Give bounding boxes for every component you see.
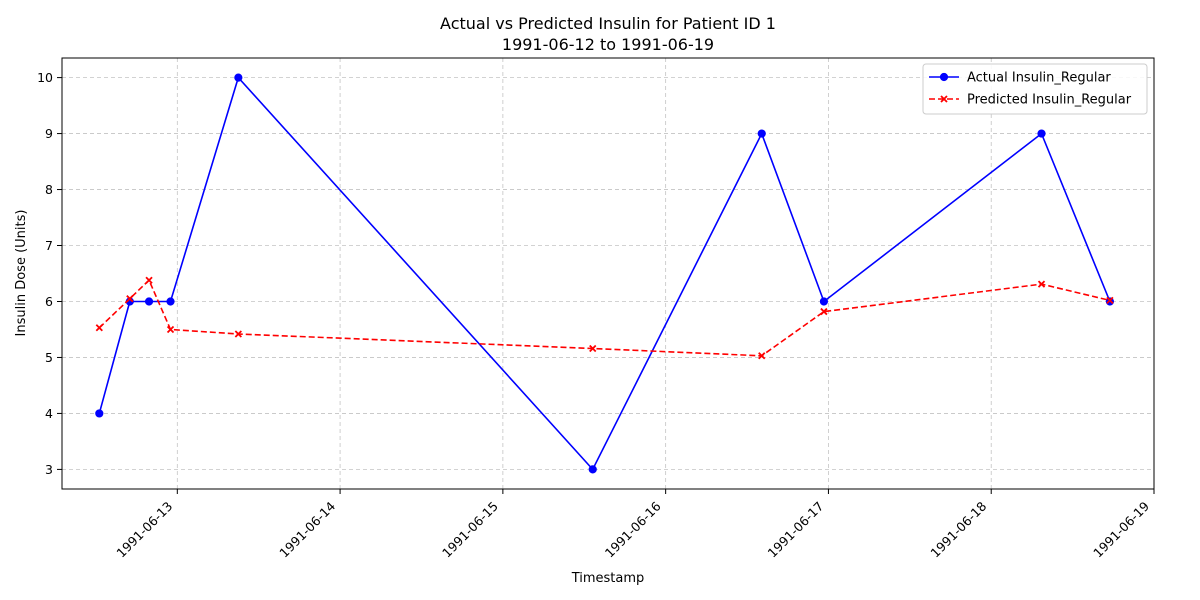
x-axis: 1991-06-13 1991-06-14 1991-06-15 1991-06-16… (113, 489, 1155, 561)
chart-title: Actual vs Predicted Insulin for Patient … (440, 14, 776, 33)
legend-label: Actual Insulin_Regular (967, 71, 1111, 86)
series-line (98, 76, 1111, 471)
data-point (145, 276, 153, 284)
data-point (166, 297, 175, 306)
y-tick-label: 5 (45, 350, 53, 365)
data-point (1037, 129, 1046, 138)
legend-item: Actual Insulin_Regular (929, 71, 1111, 86)
y-tick-label: 6 (45, 294, 53, 309)
y-tick-label: 8 (45, 182, 53, 197)
data-point (1037, 280, 1046, 288)
x-tick-label: 1991-06-15 (439, 499, 501, 561)
legend-marker (940, 95, 948, 103)
data-point (1106, 296, 1114, 305)
y-axis: 3 4 5 6 7 8 9 10 (37, 70, 62, 477)
x-tick-label: 1991-06-16 (602, 498, 664, 560)
data-point (234, 330, 242, 338)
series-predicted (95, 276, 1114, 360)
y-tick-label: 4 (45, 406, 53, 421)
plot-frame (61, 57, 1155, 490)
data-point (589, 344, 597, 353)
data-point (166, 325, 175, 334)
x-tick-label: 1991-06-17 (765, 499, 827, 561)
legend-marker (939, 72, 949, 82)
data-point (95, 324, 103, 332)
x-tick-label: 1991-06-14 (276, 498, 338, 560)
chart-subtitle: 1991-06-12 to 1991-06-19 (502, 35, 714, 54)
y-tick-label: 3 (45, 462, 53, 477)
plot-area (95, 73, 1115, 474)
y-axis-label: Insulin Dose (Units) (14, 210, 29, 337)
data-point (95, 409, 104, 418)
data-point (819, 297, 829, 306)
data-point (144, 297, 154, 306)
data-point (757, 129, 766, 138)
y-tick-label: 7 (45, 238, 53, 253)
data-point (758, 352, 766, 360)
data-point (234, 73, 243, 82)
series-line (98, 278, 1111, 357)
data-point (820, 307, 828, 316)
data-point (126, 295, 134, 303)
data-point (588, 465, 597, 474)
legend: Actual Insulin_Regular Predicted Insulin_… (922, 63, 1148, 115)
legend-frame (922, 63, 1148, 115)
x-tick-label: 1991-06-18 (927, 498, 989, 560)
y-tick-label: 10 (37, 70, 53, 85)
x-axis-label: Timestamp (571, 571, 645, 586)
grid (62, 58, 1155, 489)
legend-label: Predicted Insulin_Regular (967, 93, 1132, 108)
legend-item: Predicted Insulin_Regular (929, 93, 1132, 108)
y-tick-label: 9 (45, 126, 53, 141)
x-tick-label: 1991-06-13 (113, 499, 175, 561)
x-tick-label: 1991-06-19 (1090, 498, 1152, 560)
